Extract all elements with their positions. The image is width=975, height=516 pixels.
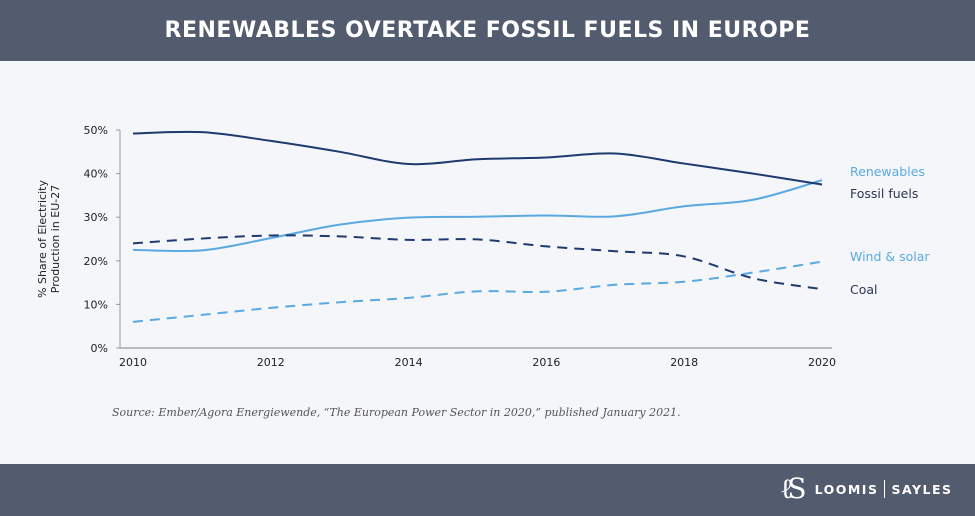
footer-bar: ℓS LOOMIS SAYLES	[0, 464, 975, 516]
x-tick-label: 2018	[670, 356, 698, 369]
x-tick-label: 2012	[257, 356, 285, 369]
y-tick-label: 0%	[91, 342, 108, 355]
y-tick-label: 30%	[84, 211, 108, 224]
source-note: Source: Ember/Agora Energiewende, “The E…	[112, 406, 681, 419]
series-label-coal: Coal	[850, 282, 878, 297]
series-line-coal	[132, 234, 823, 291]
logo-divider	[884, 480, 886, 498]
header-bar: RENEWABLES OVERTAKE FOSSIL FUELS IN EURO…	[0, 0, 975, 61]
y-axis-label: % Share of ElectricityProduction in EU-2…	[36, 180, 62, 298]
y-tick-label: 20%	[84, 255, 108, 268]
logo-text-left: LOOMIS	[814, 481, 879, 497]
series-label-wind-solar: Wind & solar	[850, 249, 930, 264]
series-label-renewables: Renewables	[850, 164, 925, 179]
logo-text-right: SAYLES	[891, 481, 953, 497]
series-line-fossil-fuels	[132, 130, 823, 186]
series-line-renewables	[132, 179, 823, 253]
x-tick-label: 2010	[119, 356, 147, 369]
logo-mark-icon: ℓS	[780, 472, 806, 505]
line-chart: 0% 10% 20% 30% 40% 50% 2010 2012 2014 2016 2018 202…	[36, 124, 930, 369]
page-title: RENEWABLES OVERTAKE FOSSIL FUELS IN EURO…	[164, 18, 811, 43]
loomis-sayles-logo: ℓS LOOMIS SAYLES	[780, 472, 953, 506]
y-tick-label: 40%	[84, 168, 108, 181]
y-tick-label: 10%	[84, 298, 108, 311]
series-label-fossil-fuels: Fossil fuels	[850, 186, 918, 201]
y-tick-label: 50%	[84, 124, 108, 137]
x-tick-label: 2016	[532, 356, 560, 369]
series-line-wind-solar	[132, 260, 823, 323]
x-tick-label: 2020	[808, 356, 836, 369]
x-tick-label: 2014	[395, 356, 423, 369]
